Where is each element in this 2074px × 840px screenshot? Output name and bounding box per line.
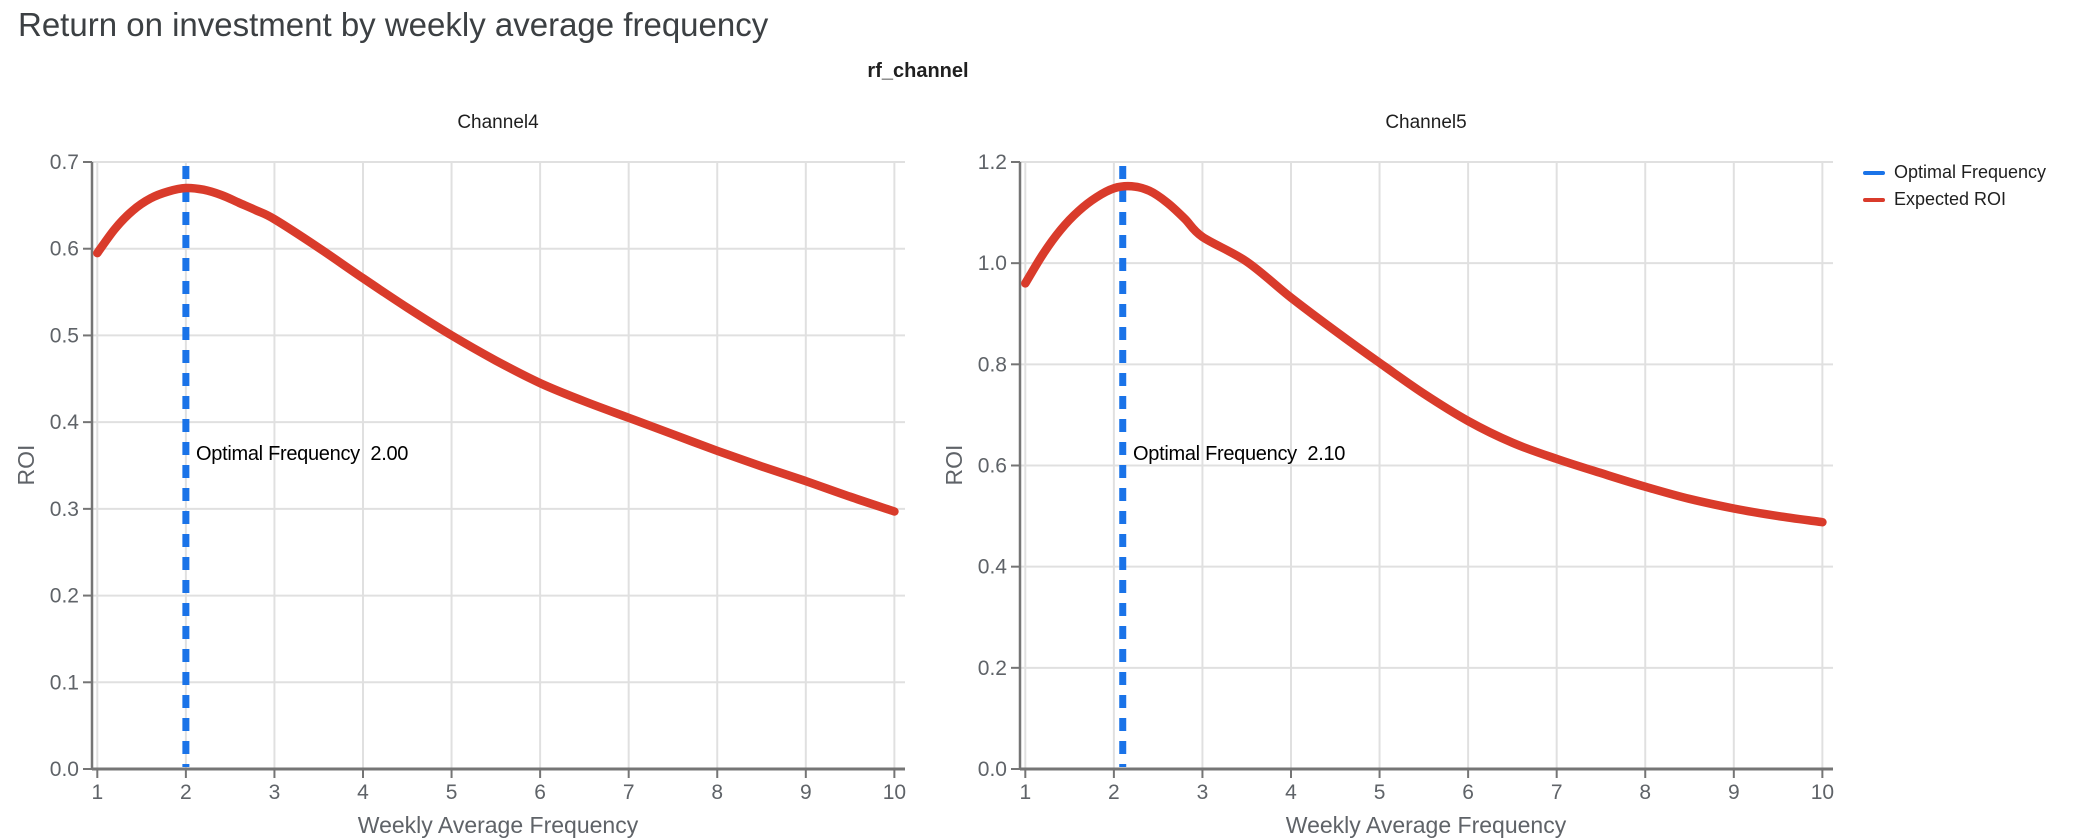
left-optimal-frequency-annotation: Optimal Frequency 2.00 xyxy=(196,443,408,465)
y-tick-label: 0.5 xyxy=(50,324,79,347)
x-tick-label: 2 xyxy=(1108,781,1120,804)
y-tick-label: 0.8 xyxy=(978,353,1007,376)
expected-roi-line-swatch xyxy=(1863,197,1885,202)
right-chart-title: Channel5 xyxy=(1385,112,1466,133)
legend-item-expected-roi: Expected ROI xyxy=(1863,186,2046,213)
y-tick-label: 0.7 xyxy=(50,151,79,174)
x-tick-label: 10 xyxy=(1811,781,1834,804)
y-tick-label: 0.6 xyxy=(50,238,79,261)
y-tick-label: 0.3 xyxy=(50,498,79,521)
y-tick-label: 0.0 xyxy=(50,758,79,781)
x-tick-label: 5 xyxy=(1374,781,1386,804)
y-tick-label: 0.2 xyxy=(978,657,1007,680)
y-tick-label: 1.2 xyxy=(978,151,1007,174)
x-tick-label: 10 xyxy=(883,781,906,804)
x-tick-label: 8 xyxy=(1639,781,1651,804)
figure-title: rf_channel xyxy=(867,60,969,82)
x-tick-label: 7 xyxy=(1551,781,1563,804)
y-tick-label: 0.1 xyxy=(50,671,79,694)
y-tick-label: 0.4 xyxy=(978,556,1008,579)
expected-roi-curve xyxy=(93,183,899,516)
x-tick-label: 6 xyxy=(1462,781,1474,804)
x-tick-label: 8 xyxy=(711,781,723,804)
x-tick-label: 7 xyxy=(623,781,635,804)
y-tick-label: 1.0 xyxy=(978,252,1007,275)
x-tick-label: 9 xyxy=(1728,781,1740,804)
charts-render-layer: 0.0 0.1 0.2 0.3 0.4 0.5 0.6 0.7 1 2 3 4 5 6 7 8 9 10 0.0 0.… xyxy=(50,151,1834,804)
y-tick-label: 0.2 xyxy=(50,585,79,608)
right-y-axis-label: ROI xyxy=(941,445,967,486)
y-tick-label: 0.0 xyxy=(978,758,1007,781)
y-tick-label: 0.6 xyxy=(978,455,1007,478)
x-tick-label: 6 xyxy=(534,781,546,804)
x-tick-label: 4 xyxy=(1285,781,1297,804)
x-tick-label: 3 xyxy=(1197,781,1209,804)
expected-roi-curve xyxy=(1021,181,1827,527)
left-y-axis-label: ROI xyxy=(13,445,39,486)
legend-item-optimal-frequency: Optimal Frequency xyxy=(1863,159,2046,186)
optimal-frequency-line-swatch xyxy=(1863,170,1885,175)
x-tick-label: 1 xyxy=(1019,781,1031,804)
legend: Optimal Frequency Expected ROI xyxy=(1863,159,2046,213)
left-x-axis-label: Weekly Average Frequency xyxy=(358,812,639,838)
x-tick-label: 5 xyxy=(446,781,458,804)
legend-label-optimal-frequency: Optimal Frequency xyxy=(1894,162,2047,182)
right-x-axis-label: Weekly Average Frequency xyxy=(1286,812,1567,838)
page-title: Return on investment by weekly average f… xyxy=(18,6,769,43)
x-tick-label: 2 xyxy=(180,781,192,804)
x-tick-label: 4 xyxy=(357,781,369,804)
right-optimal-frequency-annotation: Optimal Frequency 2.10 xyxy=(1133,443,1345,465)
x-tick-label: 1 xyxy=(91,781,103,804)
x-tick-label: 3 xyxy=(269,781,281,804)
legend-label-expected-roi: Expected ROI xyxy=(1894,189,2007,209)
left-chart-title: Channel4 xyxy=(457,112,539,133)
y-tick-label: 0.4 xyxy=(50,411,80,434)
x-tick-label: 9 xyxy=(800,781,812,804)
